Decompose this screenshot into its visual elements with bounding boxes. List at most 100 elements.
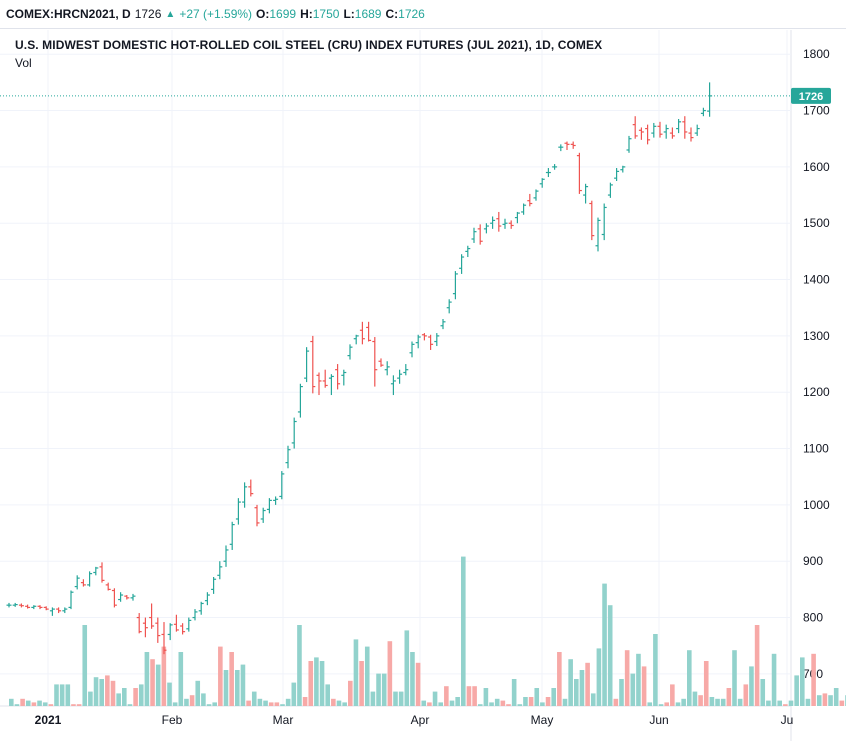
volume-bar (331, 698, 336, 706)
ohlc-bar (434, 333, 440, 347)
volume-bar (133, 688, 138, 706)
ohlc-bar (620, 165, 626, 173)
y-tick-label: 800 (803, 611, 823, 625)
volume-bar (607, 605, 613, 706)
volume-bar (658, 704, 664, 706)
volume-bar (596, 648, 602, 706)
ohlc-bar (266, 498, 272, 514)
volume-bar (127, 704, 133, 706)
last-price: 1726 (134, 7, 162, 21)
ohlc-bar (626, 135, 632, 153)
volume-bar (257, 698, 263, 706)
ohlc-bar (87, 571, 93, 587)
volume-bar (37, 700, 42, 706)
volume-bar (99, 679, 104, 706)
volume-bar (585, 662, 590, 706)
ohlc-bar (155, 617, 161, 643)
x-tick-label: Jun (649, 713, 668, 727)
price-change: +27 (+1.59%) (179, 7, 253, 21)
ohlc-bar (384, 361, 390, 376)
volume-bar (619, 679, 624, 706)
volume-bar (579, 670, 585, 706)
ohlc-bar (142, 617, 148, 638)
ohlc-bar (130, 593, 136, 601)
ohlc-bar (254, 504, 260, 527)
volume-bar (189, 695, 195, 706)
volume-bar (14, 704, 20, 706)
volume-bar (246, 700, 251, 706)
volume-bar (568, 659, 573, 706)
volume-bar (138, 684, 144, 706)
volume-bar (647, 702, 653, 706)
low-value: 1689 (354, 7, 382, 21)
volume-bar (387, 641, 393, 706)
volume-bar (794, 675, 799, 706)
volume-bar (466, 686, 472, 706)
ohlc-bar (43, 606, 49, 611)
ohlc-bar (607, 182, 613, 198)
volume-bar (687, 650, 692, 706)
volume-bar (749, 666, 754, 706)
ohlc-bar (136, 613, 142, 634)
symbol-label[interactable]: COMEX:HRCN2021, D (6, 7, 131, 21)
volume-bar (325, 684, 330, 706)
volume-bar (816, 695, 822, 706)
y-tick-label: 900 (803, 554, 823, 568)
ohlc-bar (583, 183, 589, 204)
ohlc-bar (589, 200, 595, 241)
volume-bar (110, 680, 116, 706)
volume-bar (263, 700, 268, 706)
volume-bar (766, 700, 771, 706)
volume-bar (726, 688, 732, 706)
volume-bar (805, 698, 811, 706)
volume-bar (291, 682, 297, 706)
ohlc-bar (310, 335, 316, 394)
ohlc-bar (49, 607, 55, 616)
volume-bar (48, 704, 54, 706)
volume-bar (308, 661, 314, 706)
ohlc-bar (180, 623, 186, 635)
x-tick-label: Apr (411, 713, 430, 727)
ohlc-bar (651, 122, 657, 138)
low-label: L: (343, 7, 355, 21)
up-triangle-icon: ▲ (165, 8, 176, 20)
volume-bar (641, 666, 647, 706)
y-tick-label: 1100 (803, 442, 829, 456)
close-label: C: (385, 7, 399, 21)
volume-bar (788, 700, 794, 706)
ohlc-bar (390, 375, 396, 396)
ohlc-bar (291, 417, 297, 449)
volume-bar (528, 697, 534, 706)
y-tick-label: 1300 (803, 329, 830, 343)
volume-bar (376, 673, 381, 706)
volume-bar (455, 697, 460, 706)
open-value: 1699 (269, 7, 297, 21)
ohlc-bar (335, 364, 341, 390)
volume-bar (370, 691, 376, 706)
ohlc-bar (242, 482, 248, 508)
ohlc-bar (279, 471, 285, 500)
volume-bar (783, 704, 788, 706)
volume-bar (472, 686, 477, 706)
ohlc-bar (304, 347, 310, 383)
volume-bar (449, 700, 455, 706)
ohlc-bar (452, 271, 458, 300)
ohlc-bar (663, 124, 669, 139)
volume-bar (31, 702, 37, 706)
volume-bar (206, 704, 212, 706)
volume-bar (59, 684, 65, 706)
volume-bar (534, 688, 540, 706)
volume-bar (302, 697, 308, 706)
y-tick-label: 1200 (803, 385, 830, 399)
ohlc-bar (397, 369, 403, 384)
volume-bar (274, 702, 280, 706)
volume-bar (438, 702, 443, 706)
volume-bar (410, 652, 415, 706)
ohlc-bar (632, 116, 638, 139)
y-tick-label: 1600 (803, 160, 830, 174)
symbol-header-bar: COMEX:HRCN2021, D 1726 ▲ +27 (+1.59%) O:… (0, 0, 846, 29)
ohlc-bar (347, 344, 353, 360)
volume-bar (477, 704, 483, 706)
volume-bar (393, 691, 398, 706)
